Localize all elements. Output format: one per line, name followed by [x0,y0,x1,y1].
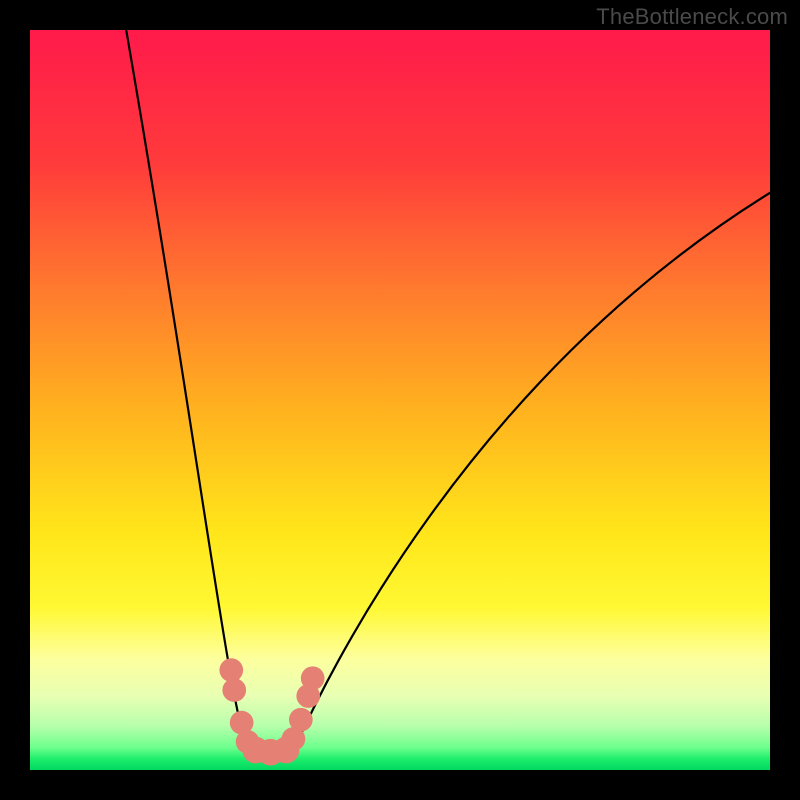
curve-marker [301,666,325,690]
curve-marker [219,658,243,682]
bottleneck-curve-path [126,30,770,752]
figure-root: TheBottleneck.com [0,0,800,800]
curve-marker [289,708,313,732]
plot-area [30,30,770,770]
curve-markers [219,658,324,765]
bottleneck-curve [30,30,770,770]
curve-marker [222,678,246,702]
watermark-text: TheBottleneck.com [596,4,788,30]
